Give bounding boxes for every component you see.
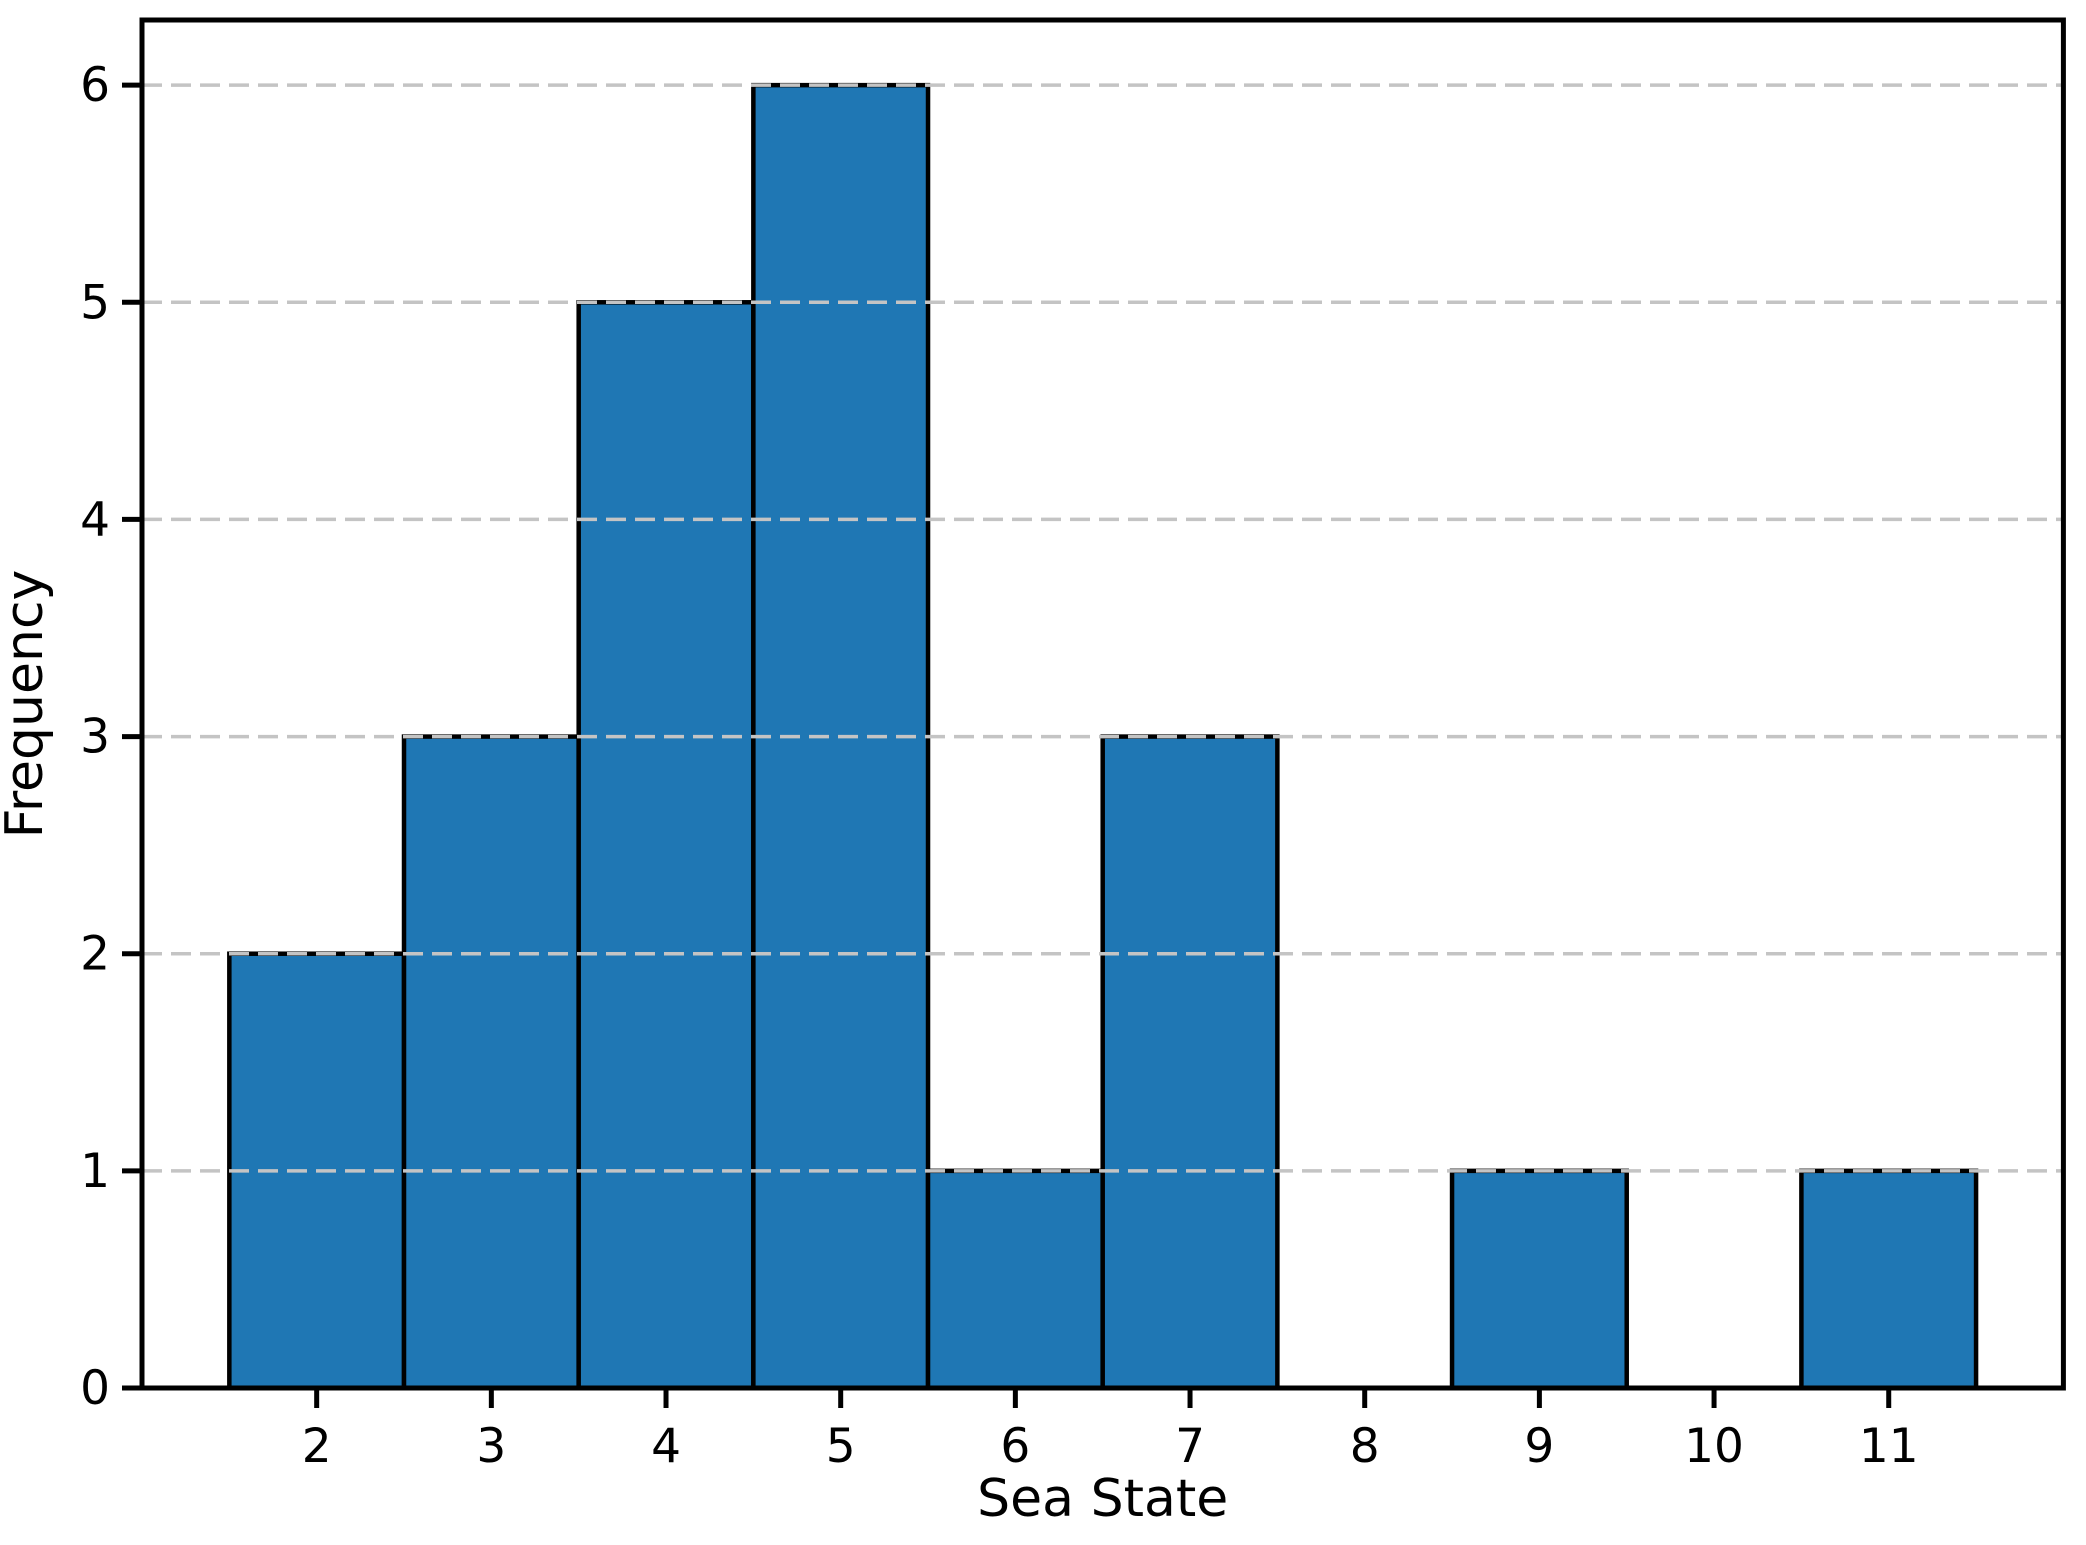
y-tick-label: 0 bbox=[80, 1361, 110, 1416]
bar bbox=[1100, 734, 1280, 1391]
bar bbox=[925, 1168, 1105, 1391]
x-tick-label: 5 bbox=[826, 1419, 856, 1474]
bar bbox=[1449, 1168, 1629, 1391]
bar bbox=[401, 734, 581, 1391]
x-tick-label: 6 bbox=[1000, 1419, 1030, 1474]
x-tick-label: 7 bbox=[1175, 1419, 1205, 1474]
y-axis-label: Frequency bbox=[0, 570, 55, 839]
x-ticks-group bbox=[314, 1388, 1892, 1408]
y-tick-label: 4 bbox=[80, 492, 110, 547]
x-axis-label: Sea State bbox=[977, 1469, 1228, 1529]
y-tick-label: 6 bbox=[80, 58, 110, 113]
bar bbox=[1799, 1168, 1979, 1391]
gridlines-group bbox=[142, 83, 2064, 1173]
x-tick-label: 2 bbox=[302, 1419, 332, 1474]
x-tick-label: 3 bbox=[476, 1419, 506, 1474]
y-ticks-group bbox=[122, 82, 142, 1391]
x-tick-label: 4 bbox=[651, 1419, 681, 1474]
x-tick-label: 9 bbox=[1524, 1419, 1554, 1474]
y-tick-label: 2 bbox=[80, 927, 110, 982]
plot-border bbox=[139, 17, 2066, 1391]
x-tick-label: 8 bbox=[1350, 1419, 1380, 1474]
bar bbox=[576, 300, 756, 1391]
x-tick-label: 10 bbox=[1684, 1419, 1744, 1474]
y-tick-label: 1 bbox=[80, 1144, 110, 1199]
y-tick-label: 3 bbox=[80, 710, 110, 765]
y-tick-labels-group: 0 1 2 3 4 5 6 bbox=[80, 58, 110, 1416]
y-tick-label: 5 bbox=[80, 275, 110, 330]
x-tick-labels-group: 2 3 4 5 6 7 8 9 10 11 bbox=[302, 1419, 1919, 1474]
x-tick-label: 11 bbox=[1859, 1419, 1919, 1474]
